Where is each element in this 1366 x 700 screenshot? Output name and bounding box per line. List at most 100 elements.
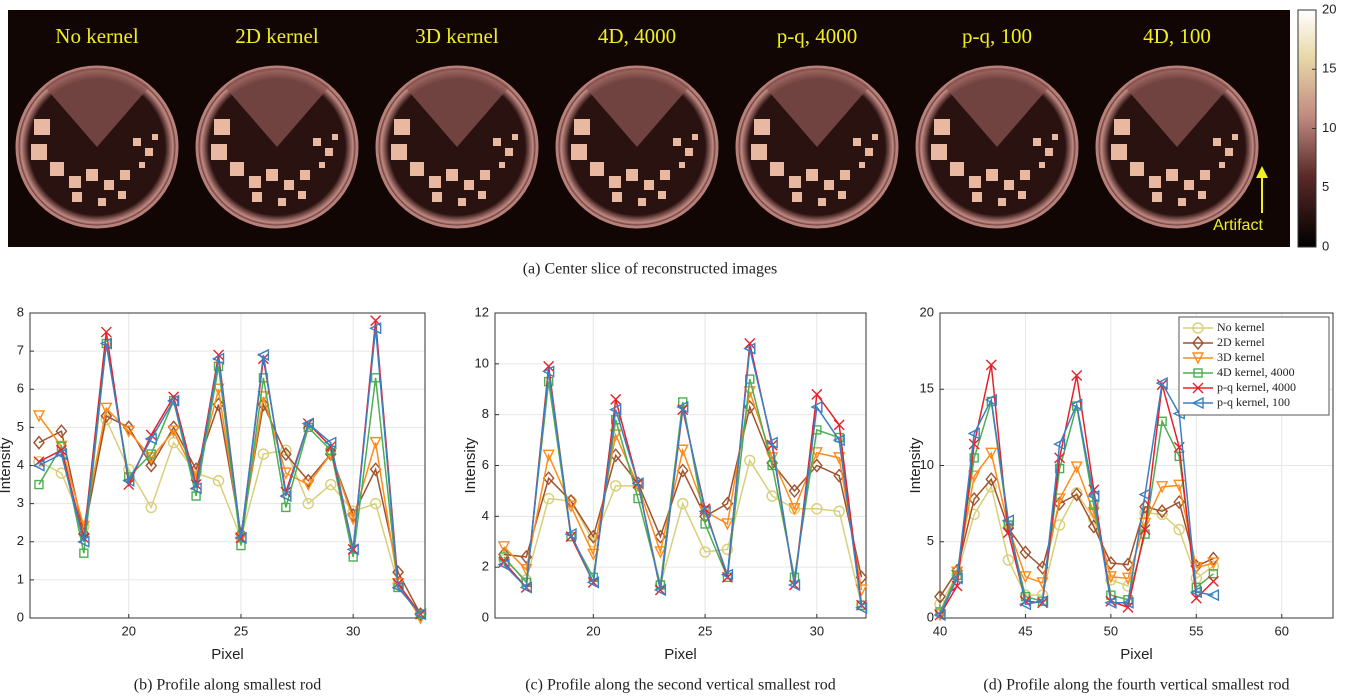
marker — [1087, 489, 1100, 503]
legend-label: p-q kernel, 4000 — [1217, 380, 1296, 394]
panel-label: 2D kernel — [235, 24, 319, 48]
marker — [766, 490, 778, 502]
marker — [811, 388, 823, 400]
y-tick-label: 0 — [482, 609, 489, 624]
caption: (a) Center slice of reconstructed images — [523, 261, 778, 278]
phantom-rod — [493, 138, 501, 146]
phantom-rod — [818, 198, 826, 206]
marker — [369, 497, 382, 510]
marker — [542, 449, 555, 462]
marker — [1053, 496, 1066, 511]
marker — [610, 393, 622, 405]
phantom-rod — [1149, 176, 1161, 188]
phantom-rod — [838, 191, 846, 199]
marker — [1206, 588, 1220, 602]
phantom-rod — [1198, 191, 1206, 199]
phantom-rod — [1114, 119, 1130, 135]
marker — [810, 447, 823, 460]
marker — [985, 481, 997, 493]
marker — [743, 386, 756, 399]
series-line — [503, 404, 863, 578]
phantom-rod — [1178, 198, 1186, 206]
marker — [33, 435, 45, 450]
plot-frame — [29, 312, 426, 619]
marker — [1070, 487, 1083, 502]
phantom-rod — [574, 119, 590, 135]
marker — [167, 425, 180, 438]
phantom-rod — [658, 191, 666, 199]
marker — [1155, 377, 1168, 390]
marker — [765, 436, 778, 449]
phantom-rod — [751, 144, 767, 160]
marker — [1104, 556, 1117, 571]
panel-label: 4D, 4000 — [598, 24, 676, 48]
phantom-rod — [770, 162, 784, 176]
reconstruction-image — [1095, 65, 1259, 229]
series-line — [939, 477, 1214, 598]
phantom-wedge — [945, 67, 1049, 147]
y-tick-label: 0 — [17, 609, 24, 624]
y-tick-label: 20 — [920, 304, 934, 319]
x-tick-label: 55 — [1189, 623, 1203, 638]
legend-marker — [1191, 352, 1205, 365]
phantom-rod — [840, 170, 850, 180]
marker — [721, 543, 734, 556]
marker — [1019, 571, 1032, 584]
marker — [146, 449, 156, 459]
marker — [1207, 575, 1219, 587]
phantom-rod — [118, 191, 126, 199]
marker — [348, 552, 358, 562]
series — [32, 322, 427, 621]
phantom-rod — [332, 134, 338, 140]
phantom-rod — [1045, 148, 1053, 156]
marker — [324, 436, 337, 449]
marker — [499, 552, 509, 562]
marker — [122, 420, 135, 435]
marker — [1070, 398, 1083, 411]
phantom-rod — [792, 192, 802, 202]
marker — [1190, 592, 1202, 604]
phantom-rod — [230, 162, 244, 176]
marker — [1189, 585, 1202, 599]
marker — [145, 501, 157, 514]
phantom-rod — [120, 170, 130, 180]
marker — [302, 473, 315, 488]
phantom-rod — [571, 144, 587, 160]
series-line — [939, 451, 1214, 616]
marker — [633, 493, 643, 504]
phantom-rod — [145, 148, 153, 156]
panel-label: 3D kernel — [415, 24, 499, 48]
phantom-rod — [1018, 191, 1026, 199]
marker — [32, 410, 46, 423]
marker — [1089, 500, 1099, 510]
y-axis-label: Intensity — [462, 437, 479, 493]
colorbar-tick-label: 20 — [1322, 1, 1336, 16]
y-tick-label: 7 — [17, 343, 24, 358]
marker — [720, 568, 734, 581]
marker — [1138, 517, 1152, 531]
panel-label: 4D, 100 — [1143, 24, 1211, 48]
marker — [1053, 493, 1066, 506]
phantom-rod — [211, 144, 227, 160]
marker — [631, 477, 644, 490]
phantom-rod — [284, 180, 294, 190]
marker — [325, 478, 337, 491]
x-axis-label: Pixel — [211, 646, 244, 663]
reconstruction-image — [735, 65, 899, 229]
marker — [609, 480, 622, 492]
phantom-rod — [313, 138, 321, 146]
marker — [413, 608, 427, 621]
phantom-rod — [72, 192, 82, 202]
y-tick-label: 3 — [17, 495, 24, 510]
legend-marker — [1193, 368, 1203, 378]
phantom-rod — [872, 134, 878, 140]
marker — [743, 342, 756, 355]
panel-label: No kernel — [55, 24, 139, 48]
marker — [609, 403, 622, 416]
phantom-rod — [478, 191, 486, 199]
phantom-rod — [98, 198, 106, 206]
marker — [984, 393, 997, 407]
marker — [1156, 504, 1169, 519]
marker — [256, 348, 270, 362]
x-axis-label: Pixel — [1120, 646, 1153, 663]
